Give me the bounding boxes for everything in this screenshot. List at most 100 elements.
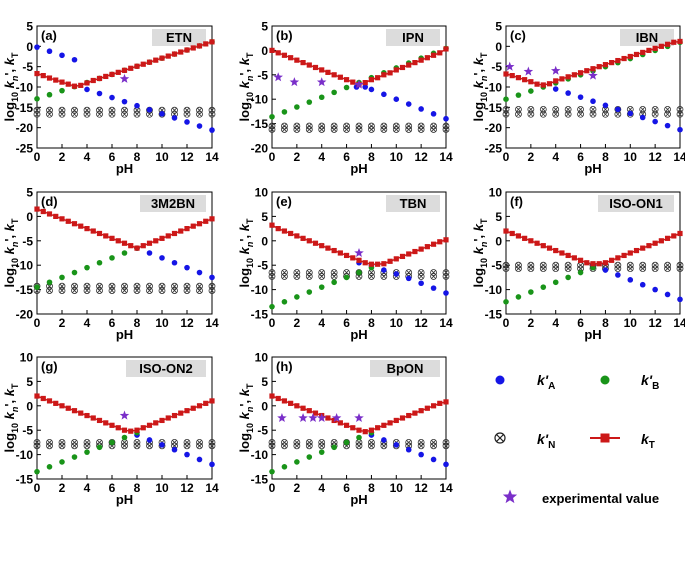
- kA-point: [196, 123, 203, 129]
- y-tick-label: 5: [495, 210, 502, 224]
- kB-point: [577, 269, 584, 276]
- experimental-point: [523, 66, 534, 76]
- kA-point: [652, 286, 658, 293]
- kN-point: [602, 110, 609, 118]
- kN-point: [430, 126, 437, 133]
- kB-point: [84, 264, 90, 271]
- kA-point: [418, 280, 424, 287]
- y-tick-label: -15: [251, 473, 269, 487]
- kT-point: [59, 403, 65, 409]
- panel-letter: (c): [510, 28, 526, 43]
- kT-line: [271, 48, 447, 86]
- kN-point: [539, 105, 547, 113]
- kN-point: [368, 122, 375, 130]
- plot-frame: [36, 191, 213, 315]
- kN-point: [405, 126, 413, 133]
- y-axis-label: log10 kn', kT: [2, 218, 20, 287]
- x-tick-label: 0: [269, 150, 276, 164]
- kT-point: [34, 70, 40, 77]
- kT-point: [584, 68, 590, 74]
- kN-point: [405, 122, 413, 130]
- kB-point: [71, 269, 78, 276]
- kN-point: [305, 438, 313, 446]
- compound-badge: [140, 195, 206, 212]
- kT-point: [159, 55, 165, 61]
- kT-point: [418, 246, 424, 252]
- kA-point: [393, 442, 400, 448]
- kT-point: [393, 67, 399, 73]
- kT-point: [565, 74, 571, 80]
- kT-point: [381, 422, 387, 428]
- kT-point: [153, 238, 159, 244]
- kT-point: [134, 245, 140, 251]
- kN-point: [133, 110, 141, 118]
- kN-point: [430, 122, 437, 130]
- y-tick-label: -15: [251, 308, 269, 322]
- kT-point: [40, 395, 46, 402]
- kN-point: [281, 122, 288, 130]
- kB-point: [59, 87, 65, 94]
- kT-point: [350, 425, 356, 431]
- kB-point: [318, 449, 325, 455]
- kT-point: [121, 427, 128, 433]
- kB-point: [331, 279, 337, 286]
- kT-point: [121, 240, 128, 246]
- kA-point: [664, 122, 671, 129]
- kB-point: [565, 274, 571, 281]
- y-axis-label: log10 kn', kT: [237, 218, 255, 287]
- kA-point: [652, 118, 658, 125]
- kT-point: [115, 238, 121, 244]
- kT-point: [312, 410, 319, 416]
- compound-badge: [620, 29, 674, 46]
- kN-point: [639, 265, 647, 273]
- x-tick-label: 4: [552, 316, 559, 330]
- x-tick-label: 6: [109, 150, 116, 164]
- kT-point: [633, 51, 640, 58]
- x-tick-label: 0: [269, 481, 276, 495]
- kB-point: [331, 444, 337, 451]
- compound-badge: [386, 195, 440, 212]
- x-axis-label: pH: [116, 492, 133, 507]
- kB-point: [318, 284, 325, 290]
- legend-kN-sub: N: [548, 440, 555, 451]
- y-tick-label: -10: [16, 259, 34, 273]
- kT-point: [646, 47, 652, 53]
- kT-point: [103, 420, 109, 426]
- kT-point: [209, 39, 215, 45]
- kT-point: [671, 233, 677, 239]
- kB-point: [343, 274, 350, 281]
- kT-point: [109, 235, 115, 241]
- kT-point: [368, 427, 375, 433]
- kT-point: [184, 47, 190, 53]
- kT-point: [84, 80, 90, 86]
- kN-point: [108, 287, 116, 294]
- kT-point: [412, 248, 418, 255]
- kN-point: [33, 442, 41, 450]
- kT-point: [78, 223, 84, 229]
- x-tick-label: 10: [390, 316, 404, 330]
- kT-point: [319, 243, 325, 249]
- kB-point: [59, 274, 65, 281]
- kT-point: [109, 422, 115, 428]
- kT-point: [540, 82, 546, 88]
- kT-point: [437, 400, 443, 406]
- x-tick-label: 4: [84, 150, 91, 164]
- kA-point: [184, 451, 190, 458]
- x-tick-label: 4: [318, 316, 325, 330]
- kN-point: [392, 122, 400, 130]
- kT-point: [294, 57, 300, 63]
- kA-point: [615, 106, 621, 113]
- experimental-point: [316, 413, 327, 423]
- kT-point: [59, 79, 65, 85]
- kT-point: [546, 245, 553, 251]
- kN-point: [368, 442, 375, 450]
- kT-point: [40, 73, 46, 79]
- kA-point: [443, 115, 449, 122]
- kN-point: [417, 122, 425, 130]
- y-tick-label: -5: [491, 60, 502, 74]
- legend-experimental-marker: [502, 489, 518, 504]
- x-tick-label: 14: [439, 316, 453, 330]
- kN-point: [417, 438, 425, 446]
- kT-point: [196, 403, 203, 409]
- kN-point: [676, 265, 684, 273]
